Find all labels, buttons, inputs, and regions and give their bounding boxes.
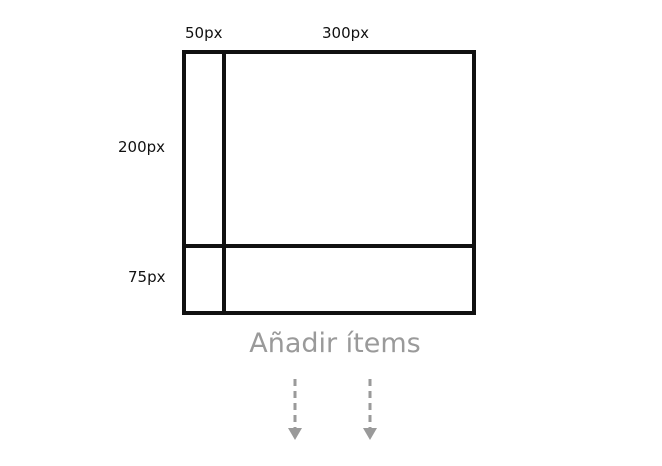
grid-container-outline bbox=[182, 50, 476, 315]
add-items-caption: Añadir ítems bbox=[249, 328, 421, 359]
grid-row-divider bbox=[182, 244, 476, 248]
column-2-width-label: 300px bbox=[322, 24, 370, 42]
row-1-height-label: 200px bbox=[118, 138, 166, 156]
grid-column-divider bbox=[222, 50, 226, 315]
column-1-width-label: 50px bbox=[185, 24, 223, 42]
dashed-arrow-down-icon bbox=[363, 379, 377, 440]
row-2-height-label: 75px bbox=[128, 268, 166, 286]
dashed-arrow-down-icon bbox=[288, 379, 302, 440]
